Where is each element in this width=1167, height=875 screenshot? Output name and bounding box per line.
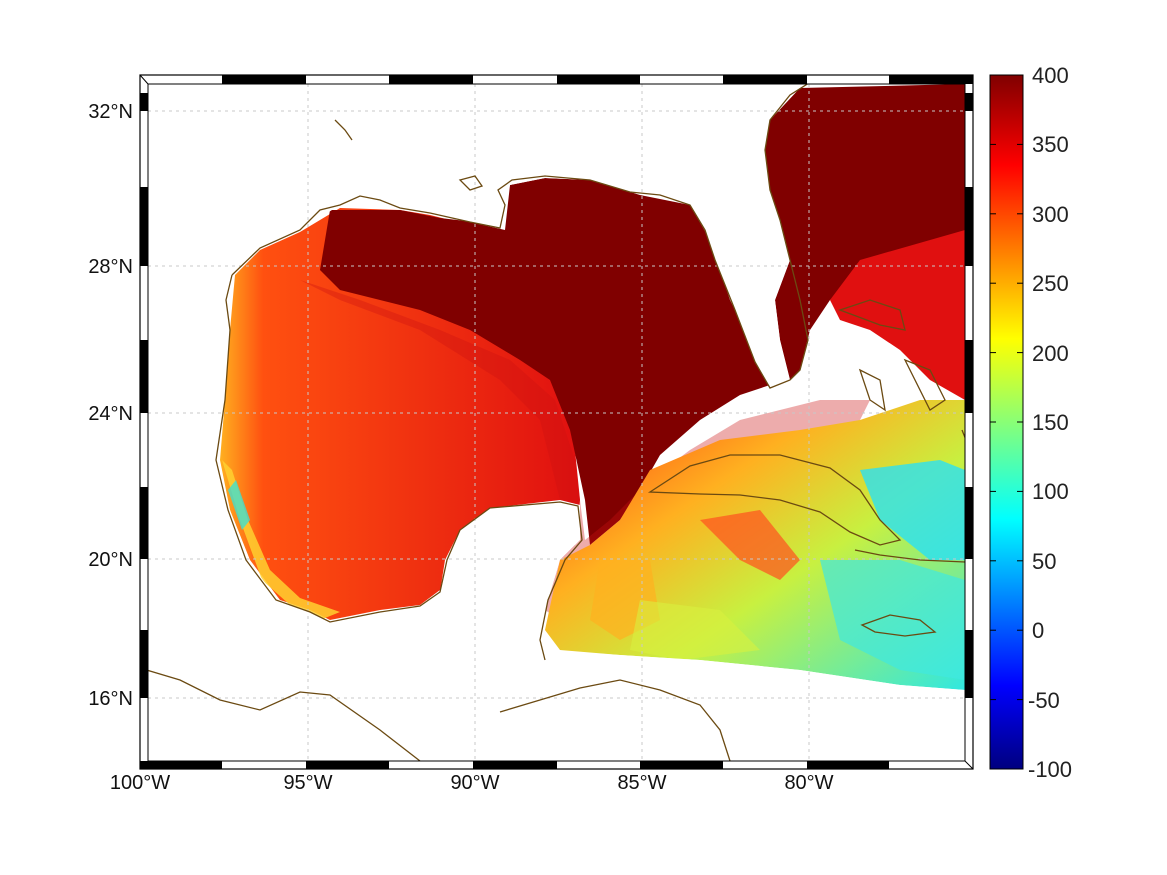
colorbar-label: -50 [1028, 688, 1060, 713]
colorbar-ticks [990, 74, 1023, 701]
colorbar-label: 400 [1032, 63, 1069, 88]
longitude-labels: 100°W 95°W 90°W 85°W 80°W [110, 772, 834, 794]
colorbar-label: 150 [1032, 410, 1069, 435]
lat-label: 24°N [88, 403, 133, 425]
data-field [148, 84, 965, 761]
graticule [148, 84, 965, 761]
colorbar-label: 300 [1032, 202, 1069, 227]
lat-label: 28°N [88, 256, 133, 278]
atlantic-field [765, 84, 965, 380]
latitude-labels: 32°N 28°N 24°N 20°N 16°N [88, 101, 133, 710]
colorbar: 400 350 300 250 200 150 100 50 0 -50 -10… [989, 63, 1072, 782]
lon-label: 95°W [283, 772, 332, 794]
colorbar-label: 200 [1032, 341, 1069, 366]
loop-current-field [320, 178, 770, 545]
colorbar-label: 250 [1032, 271, 1069, 296]
coastlines [148, 84, 965, 761]
lat-label: 20°N [88, 549, 133, 571]
lon-label: 80°W [784, 772, 833, 794]
colorbar-label: -100 [1028, 757, 1072, 782]
lat-label: 16°N [88, 688, 133, 710]
lon-label: 100°W [110, 772, 170, 794]
land-mexico [148, 300, 580, 730]
lon-label: 85°W [617, 772, 666, 794]
colorbar-label: 350 [1032, 132, 1069, 157]
colorbar-label: 50 [1032, 549, 1056, 574]
lon-label: 90°W [450, 772, 499, 794]
colorbar-label: 0 [1032, 618, 1044, 643]
colorbar-label: 100 [1032, 479, 1069, 504]
lat-label: 32°N [88, 101, 133, 123]
land-usa [148, 84, 790, 388]
map-frame [139, 74, 974, 770]
